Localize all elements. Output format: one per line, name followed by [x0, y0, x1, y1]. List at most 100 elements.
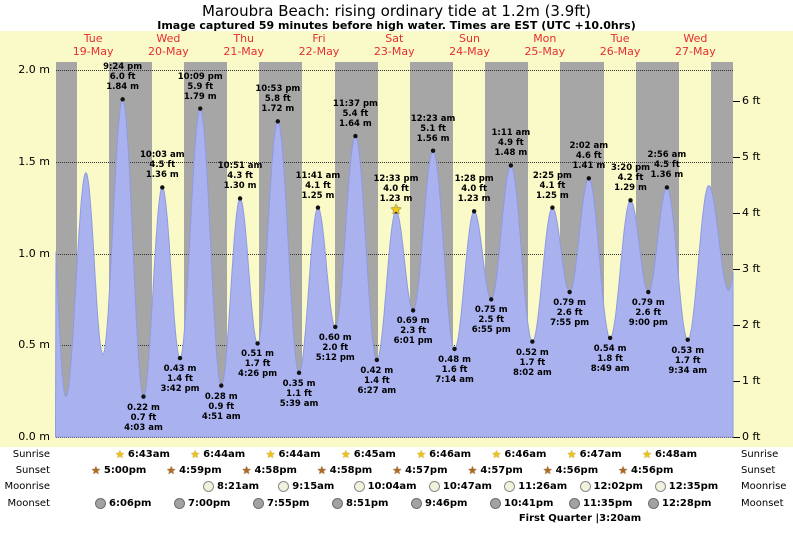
day-of-week: Sat	[385, 32, 404, 45]
sunrise-star-icon: ★	[416, 448, 427, 461]
high-tide-label: 10:09 pm 5.9 ft 1.79 m	[169, 72, 231, 102]
tide-label-line: 1.4 ft	[167, 374, 193, 385]
tide-label-line: 11:37 pm	[332, 99, 378, 110]
day-of-week: Tue	[83, 32, 103, 45]
day-label: Tue 26-May	[585, 32, 655, 58]
tide-label-line: 4.1 ft	[305, 180, 331, 191]
tide-label-line: 1.36 m	[145, 170, 179, 181]
high-tide-label: 1:11 am 4.9 ft 1.48 m	[480, 128, 542, 158]
sunset-time: 4:59pm	[179, 465, 222, 476]
sunrise-marker: ★ 6:46am	[416, 448, 472, 461]
day-label: Wed 20-May	[133, 32, 203, 58]
high-tide-label: 12:23 am 5.1 ft 1.56 m	[402, 114, 464, 144]
sunset-row-label-left: Sunset	[15, 465, 50, 476]
tide-label-line: 1.8 ft	[597, 353, 623, 364]
sunset-star-icon: ★	[542, 464, 553, 477]
tide-label-line: 1.36 m	[650, 170, 684, 181]
tide-point-dot	[219, 383, 224, 388]
gridline	[55, 162, 733, 163]
tide-label-line: 9:00 pm	[628, 318, 668, 329]
day-of-week: Fri	[312, 32, 326, 45]
tide-label-line: 6:55 pm	[471, 325, 511, 336]
moonrise-icon	[428, 481, 440, 492]
tide-point-dot	[120, 97, 125, 102]
moonset-icon	[253, 498, 264, 509]
tide-point-dot	[333, 324, 338, 330]
sunrise-star-icon: ★	[491, 448, 502, 461]
tide-label-line: 5:12 pm	[315, 352, 355, 363]
moonset-row-label-left: Moonset	[7, 498, 51, 509]
moonset-icon	[95, 498, 106, 509]
day-label: Mon 25-May	[510, 32, 580, 58]
ft-axis-tick	[733, 325, 740, 326]
ft-axis-tick	[733, 157, 740, 158]
tide-label-line: 1.64 m	[339, 119, 372, 130]
tide-point-dot	[410, 308, 416, 313]
moonset-icon	[411, 498, 422, 509]
tide-label-line: 0.7 ft	[130, 412, 157, 423]
ft-axis-tick	[733, 101, 740, 102]
moonset-time: 10:41pm	[504, 498, 554, 509]
sunset-time: 4:58pm	[254, 465, 297, 476]
y-axis-label-m: 2.0 m	[18, 63, 50, 76]
day-label: Tue 19-May	[58, 32, 128, 58]
sunrise-star-icon: ★	[265, 448, 276, 461]
sunset-marker: ★ 4:57pm	[392, 464, 448, 477]
day-of-week: Wed	[156, 32, 181, 45]
low-tide-label: 0.54 m 1.8 ft 8:49 am	[579, 344, 641, 374]
tide-point-dot	[586, 176, 592, 181]
chart-title: Maroubra Beach: rising ordinary tide at …	[201, 2, 592, 20]
tide-point-dot	[198, 106, 203, 111]
tide-label-line: 4:26 pm	[238, 369, 278, 380]
sunrise-star-icon: ★	[340, 448, 351, 461]
day-date: 20-May	[148, 45, 189, 58]
tide-label-line: 2:25 pm	[532, 170, 572, 181]
y-axis-label-m: 0.0 m	[18, 430, 50, 443]
day-label: Sun 24-May	[435, 32, 505, 58]
moonrise-icon	[203, 481, 214, 492]
tide-label-line: 0.51 m	[241, 349, 274, 360]
tide-label-line: 1.25 m	[535, 190, 569, 201]
low-tide-label: 0.79 m 2.6 ft 9:00 pm	[617, 298, 679, 328]
y-axis-label-ft: 0 ft	[742, 430, 761, 443]
tide-label-line: 7:55 pm	[550, 318, 590, 329]
tide-label-line: 0.54 m	[593, 343, 627, 354]
moonrise-marker: 12:35pm	[654, 480, 718, 493]
sunrise-star-icon: ★	[566, 448, 577, 461]
moonset-time: 12:28pm	[662, 498, 712, 509]
sunset-marker: ★ 4:57pm	[468, 464, 524, 477]
ft-axis-tick	[733, 213, 740, 214]
moonrise-time: 10:04am	[367, 481, 417, 492]
tide-point-dot	[237, 196, 243, 201]
day-of-week: Thu	[233, 32, 255, 45]
tide-label-line: 0.42 m	[360, 365, 394, 376]
tide-point-dot	[628, 198, 633, 203]
tide-point-dot	[452, 346, 457, 352]
low-tide-label: 0.48 m 1.6 ft 7:14 am	[424, 355, 486, 385]
sunrise-star-icon: ★	[190, 448, 201, 461]
day-date: 19-May	[72, 45, 114, 58]
day-of-week: Tue	[610, 32, 630, 45]
sunrise-time: 6:44am	[203, 449, 246, 460]
sunrise-time: 6:48am	[654, 449, 698, 460]
moonset-time: 7:55pm	[267, 498, 310, 509]
sunset-star-icon: ★	[392, 464, 403, 477]
tide-point-dot	[607, 335, 613, 341]
y-axis-label-m: 0.5 m	[18, 338, 50, 352]
tide-label-line: 8:49 am	[590, 363, 630, 374]
moonset-marker: 10:41pm	[490, 497, 553, 510]
moonset-icon	[174, 498, 185, 509]
tide-label-line: 1.48 m	[494, 148, 528, 159]
high-tide-label: 9:24 pm 6.0 ft 1.84 m	[92, 62, 154, 92]
day-date: 21-May	[223, 45, 265, 58]
day-label: Wed 27-May	[660, 32, 730, 58]
day-label: Thu 21-May	[209, 32, 279, 58]
sunrise-star-icon: ★	[642, 448, 652, 461]
tide-point-dot	[353, 133, 358, 139]
sunset-row-label-right: Sunset	[741, 465, 776, 476]
sunset-star-icon: ★	[241, 464, 252, 477]
y-axis-label-ft: 4 ft	[742, 206, 761, 220]
tide-label-line: 3:42 pm	[160, 384, 200, 395]
night-bar	[55, 62, 77, 437]
